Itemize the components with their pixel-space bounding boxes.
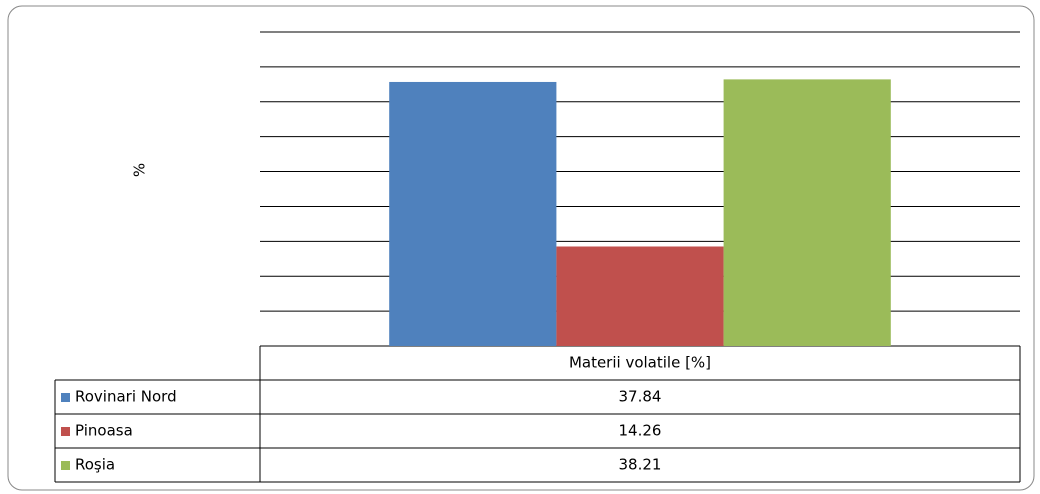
legend-label: Pinoasa [75,422,133,440]
table-value: 37.84 [619,388,662,406]
legend-label: Roşia [75,456,115,474]
category-label: Materii volatile [%] [569,354,711,372]
legend-key [61,461,70,470]
y-axis-label: % [131,163,149,177]
legend-label: Rovinari Nord [75,388,177,406]
bar [556,246,724,346]
bar [723,79,891,346]
table-value: 14.26 [619,422,662,440]
legend-key [61,427,70,436]
bar [389,81,557,347]
legend-key [61,393,70,402]
table-value: 38.21 [619,456,662,474]
